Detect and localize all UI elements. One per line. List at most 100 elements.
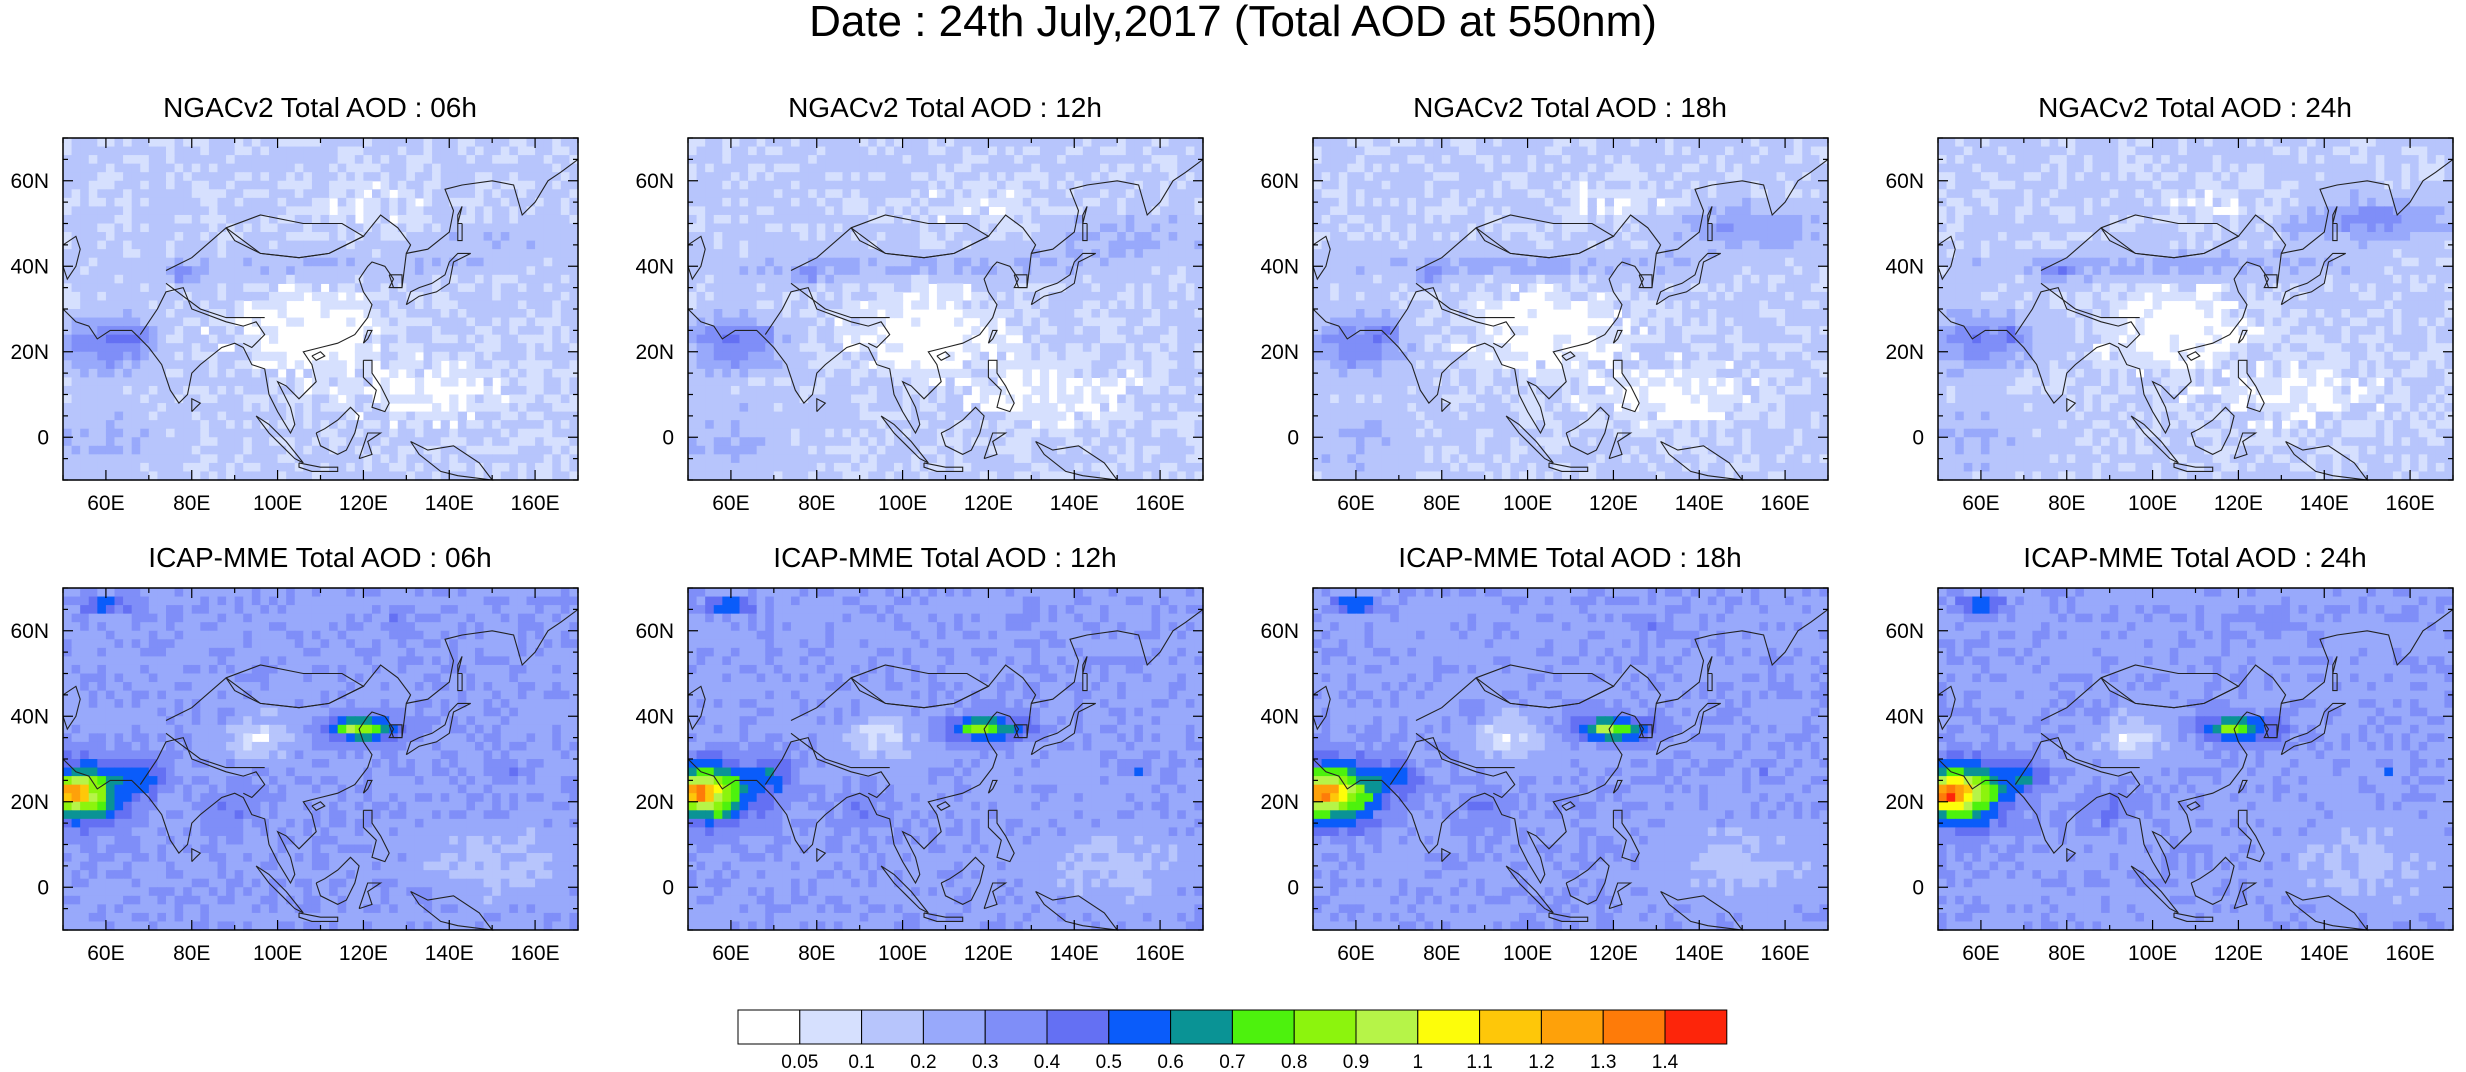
aod-cell (535, 215, 544, 224)
aod-cell (1040, 335, 1049, 344)
aod-cell (192, 335, 201, 344)
aod-cell (72, 292, 81, 301)
aod-cell (1691, 147, 1700, 156)
aod-cell (714, 437, 723, 446)
aod-cell (458, 352, 467, 361)
aod-cell (115, 412, 124, 421)
aod-cell (800, 352, 809, 361)
aod-cell (269, 369, 278, 378)
aod-cell (466, 172, 475, 181)
aod-cell (329, 471, 338, 480)
aod-cell (63, 138, 72, 147)
aod-cell (1091, 181, 1100, 190)
aod-cell (963, 454, 972, 463)
aod-cell (458, 292, 467, 301)
aod-cell (329, 292, 338, 301)
aod-cell (123, 454, 132, 463)
aod-cell (1134, 275, 1143, 284)
aod-cell (928, 164, 937, 173)
aod-cell (218, 454, 227, 463)
aod-cell (825, 300, 834, 309)
aod-cell (509, 292, 518, 301)
aod-cell (175, 232, 184, 241)
aod-cell (1040, 318, 1049, 327)
aod-cell (509, 377, 518, 386)
aod-cell (1186, 386, 1195, 395)
aod-cell (1339, 181, 1348, 190)
aod-cell (1169, 292, 1178, 301)
aod-cell (1169, 318, 1178, 327)
aod-cell (1802, 147, 1811, 156)
aod-cell (415, 360, 424, 369)
aod-cell (1049, 300, 1058, 309)
x-tick-label: 100E (253, 492, 302, 515)
aod-cell (269, 224, 278, 233)
aod-cell (1109, 283, 1118, 292)
aod-cell (175, 446, 184, 455)
aod-cell (243, 147, 252, 156)
aod-cell (825, 446, 834, 455)
aod-cell (1117, 420, 1126, 429)
aod-cell (166, 454, 175, 463)
aod-cell (106, 403, 115, 412)
aod-cell (544, 155, 553, 164)
aod-cell (740, 283, 749, 292)
aod-cell (1169, 147, 1178, 156)
aod-cell (501, 300, 510, 309)
aod-cell (561, 360, 570, 369)
aod-cell (740, 403, 749, 412)
aod-cell (312, 138, 321, 147)
aod-cell (509, 318, 518, 327)
aod-cell (714, 352, 723, 361)
aod-cell (115, 352, 124, 361)
aod-cell (329, 283, 338, 292)
aod-cell (89, 369, 98, 378)
aod-cell (774, 138, 783, 147)
aod-cell (527, 258, 536, 267)
aod-cell (894, 292, 903, 301)
aod-cell (800, 386, 809, 395)
aod-cell (80, 454, 89, 463)
aod-cell (226, 326, 235, 335)
aod-cell (971, 266, 980, 275)
aod-cell (834, 403, 843, 412)
aod-cell (1074, 232, 1083, 241)
aod-cell (175, 275, 184, 284)
aod-cell (535, 463, 544, 472)
aod-cell (466, 471, 475, 480)
aod-cell (72, 429, 81, 438)
aod-cell (1083, 147, 1092, 156)
aod-cell (722, 412, 731, 421)
aod-cell (226, 369, 235, 378)
aod-cell (338, 283, 347, 292)
aod-cell (765, 206, 774, 215)
aod-cell (1588, 172, 1597, 181)
aod-cell (1057, 386, 1066, 395)
aod-cell (449, 463, 458, 472)
aod-cell (329, 360, 338, 369)
aod-cell (860, 429, 869, 438)
aod-cell (398, 395, 407, 404)
aod-cell (303, 138, 312, 147)
aod-cell (868, 412, 877, 421)
aod-cell (971, 352, 980, 361)
aod-cell (1347, 155, 1356, 164)
aod-cell (424, 172, 433, 181)
aod-cell (1613, 164, 1622, 173)
aod-cell (243, 275, 252, 284)
aod-cell (860, 352, 869, 361)
aod-cell (911, 138, 920, 147)
aod-cell (475, 369, 484, 378)
aod-cell (269, 164, 278, 173)
aod-cell (97, 300, 106, 309)
aod-cell (218, 241, 227, 250)
aod-cell (415, 437, 424, 446)
aod-cell (509, 386, 518, 395)
aod-cell (731, 224, 740, 233)
aod-cell (1407, 164, 1416, 173)
aod-cell (1143, 189, 1152, 198)
aod-cell (484, 249, 493, 258)
aod-cell (1708, 155, 1717, 164)
aod-cell (492, 292, 501, 301)
aod-cell (765, 275, 774, 284)
